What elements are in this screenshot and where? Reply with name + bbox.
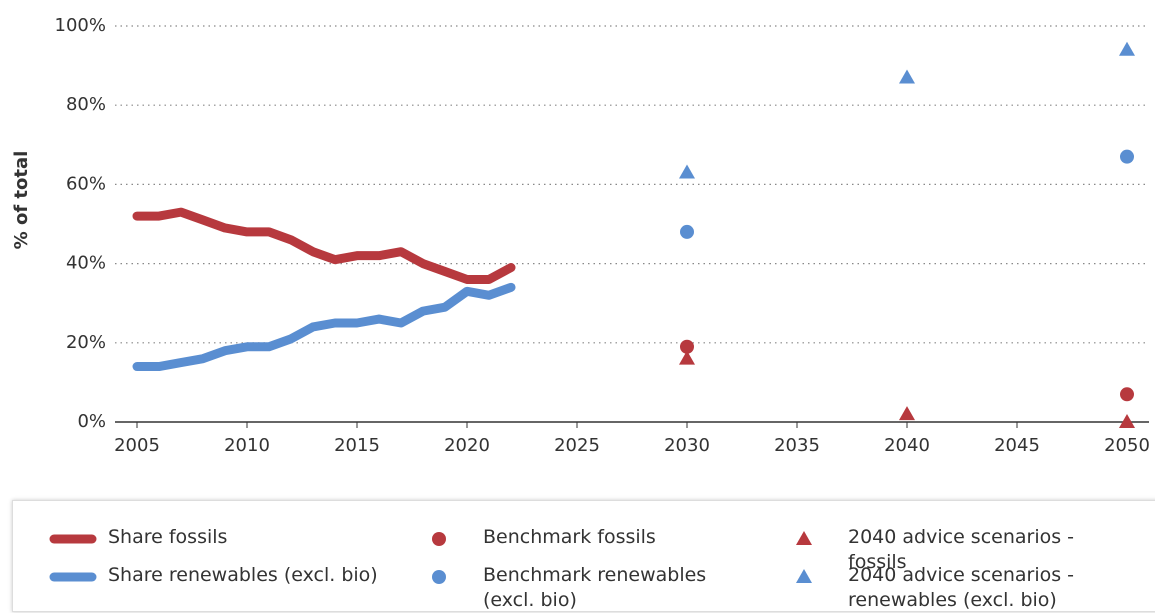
legend: Share fossils Share renewables (excl. bio… bbox=[12, 500, 1155, 612]
legend-item: 2040 advice scenarios - renewables (excl… bbox=[788, 563, 1118, 613]
x-tick-label: 2025 bbox=[554, 435, 600, 456]
x-tick-label: 2050 bbox=[1104, 435, 1150, 456]
legend-label: Share renewables (excl. bio) bbox=[108, 564, 378, 586]
legend-item: Benchmark fossils bbox=[423, 525, 723, 550]
legend-swatch bbox=[796, 531, 812, 545]
x-tick-label: 2020 bbox=[444, 435, 490, 456]
point bbox=[1120, 387, 1134, 402]
legend-marker bbox=[432, 532, 446, 546]
x-tick-label: 2030 bbox=[664, 435, 710, 456]
legend-label: Benchmark fossils bbox=[483, 526, 656, 548]
point bbox=[679, 164, 695, 179]
point bbox=[899, 406, 915, 421]
point bbox=[1119, 414, 1135, 428]
legend-marker bbox=[796, 531, 812, 545]
y-tick-label: 0% bbox=[77, 411, 106, 432]
line bbox=[132, 207, 516, 284]
point bbox=[899, 69, 915, 84]
point bbox=[679, 350, 695, 365]
line bbox=[132, 282, 516, 372]
x-tick-label: 2005 bbox=[114, 435, 160, 456]
x-tick-label: 2045 bbox=[994, 435, 1040, 456]
legend-swatch bbox=[432, 532, 446, 546]
y-tick-label: 40% bbox=[66, 253, 106, 274]
legend-marker bbox=[432, 570, 446, 584]
point bbox=[680, 224, 694, 239]
x-tick-label: 2040 bbox=[884, 435, 930, 456]
legend-item: 2040 advice scenarios - fossils bbox=[788, 525, 1118, 575]
y-tick-label: 60% bbox=[66, 173, 106, 194]
legend-label: 2040 advice scenarios - fossils bbox=[848, 526, 1075, 573]
chart: % of total 0% 20% 40% 60% 80% 100% 2005 2010 201… bbox=[11, 15, 1150, 456]
y-tick-label: 80% bbox=[66, 94, 106, 115]
point bbox=[1119, 41, 1135, 56]
legend-item: Share renewables (excl. bio) bbox=[48, 563, 378, 588]
legend-label: Benchmark renewables (excl. bio) bbox=[483, 564, 707, 611]
legend-item: Benchmark renewables (excl. bio) bbox=[423, 563, 723, 613]
x-tick-label: 2010 bbox=[224, 435, 270, 456]
y-tick-label: 100% bbox=[55, 15, 106, 36]
legend-swatch bbox=[432, 570, 446, 584]
x-tick-label: 2015 bbox=[334, 435, 380, 456]
legend-swatch bbox=[49, 534, 97, 544]
legend-swatch bbox=[796, 569, 812, 583]
point bbox=[1120, 149, 1134, 164]
x-tick-label: 2035 bbox=[774, 435, 820, 456]
legend-label: Share fossils bbox=[108, 526, 228, 548]
legend-label: 2040 advice scenarios - renewables (excl… bbox=[848, 564, 1075, 611]
y-axis-label: % of total bbox=[11, 151, 32, 250]
legend-swatch bbox=[49, 572, 97, 582]
y-tick-label: 20% bbox=[66, 332, 106, 353]
point bbox=[680, 339, 694, 354]
legend-item: Share fossils bbox=[48, 525, 378, 550]
legend-marker bbox=[796, 569, 812, 583]
